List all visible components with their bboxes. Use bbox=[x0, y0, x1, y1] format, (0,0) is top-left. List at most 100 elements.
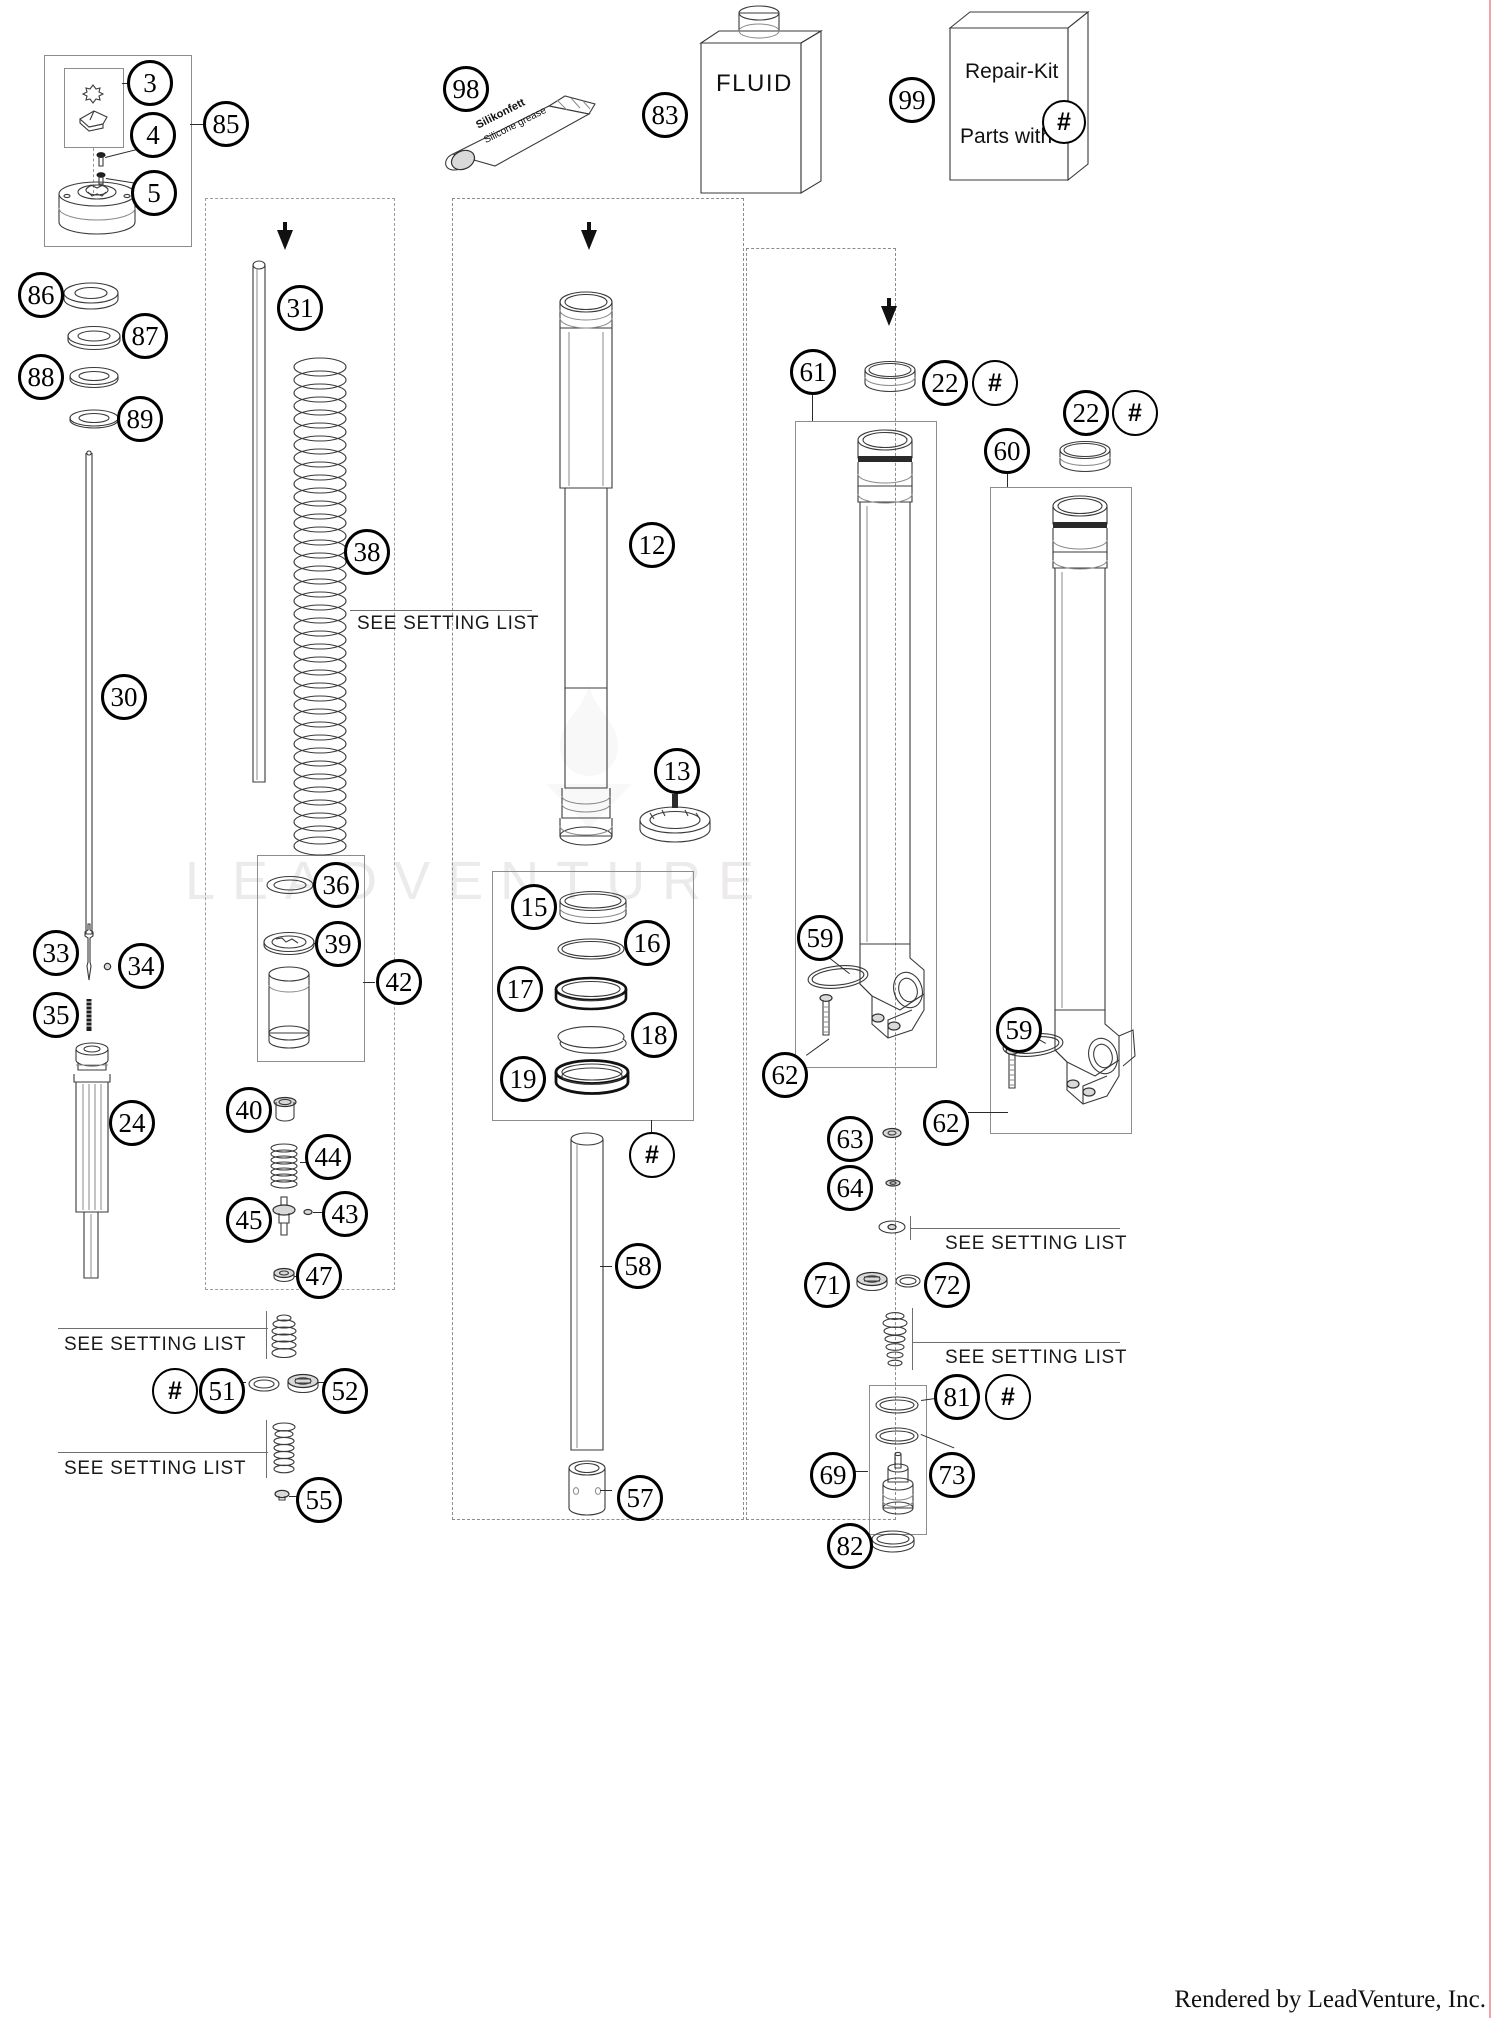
shim-stack-1 bbox=[270, 1313, 298, 1359]
leader-55 bbox=[289, 1496, 299, 1497]
callout-43[interactable]: 43 bbox=[322, 1191, 368, 1237]
bushing-15 bbox=[557, 890, 629, 926]
callout-71[interactable]: 71 bbox=[804, 1262, 850, 1308]
left-shim-note-bracket bbox=[266, 1311, 267, 1359]
callout-number: 86 bbox=[27, 279, 55, 310]
callout-#-hash[interactable]: # bbox=[1112, 390, 1158, 436]
callout-24[interactable]: 24 bbox=[109, 1100, 155, 1146]
right-washer-note-rule bbox=[910, 1228, 1120, 1229]
callout-number: 19 bbox=[509, 1063, 537, 1094]
callout-number: # bbox=[1001, 1382, 1015, 1411]
callout-#-hash[interactable]: # bbox=[972, 360, 1018, 406]
callout-15[interactable]: 15 bbox=[511, 884, 557, 930]
callout-38[interactable]: 38 bbox=[344, 529, 390, 575]
callout-22[interactable]: 22 bbox=[1063, 390, 1109, 436]
callout-87[interactable]: 87 bbox=[122, 313, 168, 359]
callout-85[interactable]: 85 bbox=[203, 101, 249, 147]
oring-81 bbox=[873, 1394, 921, 1416]
left-spring-note-bracket bbox=[266, 1420, 267, 1478]
seal-19 bbox=[553, 1058, 631, 1098]
callout-52[interactable]: 52 bbox=[322, 1368, 368, 1414]
callout-number: 42 bbox=[385, 966, 413, 997]
callout-4[interactable]: 4 bbox=[130, 112, 176, 158]
callout-#-hash[interactable]: # bbox=[629, 1132, 675, 1178]
callout-35[interactable]: 35 bbox=[33, 992, 79, 1038]
callout-81[interactable]: 81 bbox=[934, 1374, 980, 1420]
callout-45[interactable]: 45 bbox=[226, 1197, 272, 1243]
callout-62[interactable]: 62 bbox=[762, 1052, 808, 1098]
callout-number: # bbox=[988, 368, 1002, 397]
callout-82[interactable]: 82 bbox=[827, 1523, 873, 1569]
callout-40[interactable]: 40 bbox=[226, 1087, 272, 1133]
valve-45 bbox=[271, 1195, 297, 1237]
callout-5[interactable]: 5 bbox=[131, 170, 177, 216]
callout-19[interactable]: 19 bbox=[500, 1056, 546, 1102]
hash-glyph: # bbox=[1057, 107, 1071, 136]
callout-number: 52 bbox=[331, 1375, 359, 1406]
callout-62[interactable]: 62 bbox=[923, 1100, 969, 1146]
callout-88[interactable]: 88 bbox=[18, 354, 64, 400]
callout-57[interactable]: 57 bbox=[617, 1475, 663, 1521]
callout-18[interactable]: 18 bbox=[631, 1012, 677, 1058]
callout-98[interactable]: 98 bbox=[443, 66, 489, 112]
callout-73[interactable]: 73 bbox=[929, 1452, 975, 1498]
callout-63[interactable]: 63 bbox=[827, 1116, 873, 1162]
callout-86[interactable]: 86 bbox=[18, 272, 64, 318]
fluid-bottle bbox=[693, 5, 833, 195]
callout-55[interactable]: 55 bbox=[296, 1477, 342, 1523]
nut-47 bbox=[272, 1267, 296, 1283]
leader-52 bbox=[318, 1382, 326, 1383]
callout-83[interactable]: 83 bbox=[642, 92, 688, 138]
callout-12[interactable]: 12 bbox=[629, 522, 675, 568]
fork-spring-38 bbox=[291, 355, 349, 856]
cartridge-rod-31 bbox=[251, 258, 267, 786]
callout-51[interactable]: 51 bbox=[199, 1368, 245, 1414]
callout-3[interactable]: 3 bbox=[127, 60, 173, 106]
callout-47[interactable]: 47 bbox=[296, 1253, 342, 1299]
callout-number: 89 bbox=[126, 403, 154, 434]
callout-33[interactable]: 33 bbox=[33, 930, 79, 976]
cap-82 bbox=[870, 1528, 916, 1554]
fork-leg-left-box bbox=[795, 421, 937, 1068]
callout-#-hash[interactable]: # bbox=[985, 1374, 1031, 1420]
seal-kit-box bbox=[492, 871, 694, 1121]
callout-13[interactable]: 13 bbox=[654, 748, 700, 794]
callout-99[interactable]: 99 bbox=[889, 77, 935, 123]
callout-72[interactable]: 72 bbox=[924, 1262, 970, 1308]
callout-61[interactable]: 61 bbox=[790, 349, 836, 395]
outer-tube-12 bbox=[551, 288, 621, 858]
callout-44[interactable]: 44 bbox=[305, 1134, 351, 1180]
callout-39[interactable]: 39 bbox=[315, 921, 361, 967]
callout-number: 63 bbox=[836, 1123, 864, 1154]
callout-42[interactable]: 42 bbox=[376, 959, 422, 1005]
callout-60[interactable]: 60 bbox=[984, 428, 1030, 474]
washer-63 bbox=[881, 1126, 903, 1140]
callout-31[interactable]: 31 bbox=[277, 285, 323, 331]
callout-34[interactable]: 34 bbox=[118, 943, 164, 989]
callout-58[interactable]: 58 bbox=[615, 1243, 661, 1289]
callout-number: 44 bbox=[314, 1141, 342, 1172]
callout-36[interactable]: 36 bbox=[313, 862, 359, 908]
callout-number: 3 bbox=[143, 67, 157, 98]
leader-13 bbox=[672, 794, 678, 808]
callout-59[interactable]: 59 bbox=[996, 1007, 1042, 1053]
callout-17[interactable]: 17 bbox=[497, 966, 543, 1012]
callout-89[interactable]: 89 bbox=[117, 396, 163, 442]
callout-59[interactable]: 59 bbox=[797, 915, 843, 961]
callout-number: 99 bbox=[898, 84, 926, 115]
valve-body-71 bbox=[855, 1270, 889, 1292]
callout-#-hash[interactable]: # bbox=[152, 1368, 198, 1414]
callout-64[interactable]: 64 bbox=[827, 1165, 873, 1211]
callout-number: 58 bbox=[624, 1250, 652, 1281]
callout-number: 64 bbox=[836, 1172, 864, 1203]
nut-52 bbox=[286, 1372, 320, 1394]
callout-16[interactable]: 16 bbox=[624, 920, 670, 966]
callout-22[interactable]: 22 bbox=[922, 360, 968, 406]
callout-30[interactable]: 30 bbox=[101, 674, 147, 720]
callout-69[interactable]: 69 bbox=[810, 1452, 856, 1498]
left-spring-note-rule bbox=[58, 1452, 268, 1453]
callout-number: 61 bbox=[799, 356, 827, 387]
bolt-62-left bbox=[818, 993, 834, 1039]
callout-number: 59 bbox=[806, 922, 834, 953]
